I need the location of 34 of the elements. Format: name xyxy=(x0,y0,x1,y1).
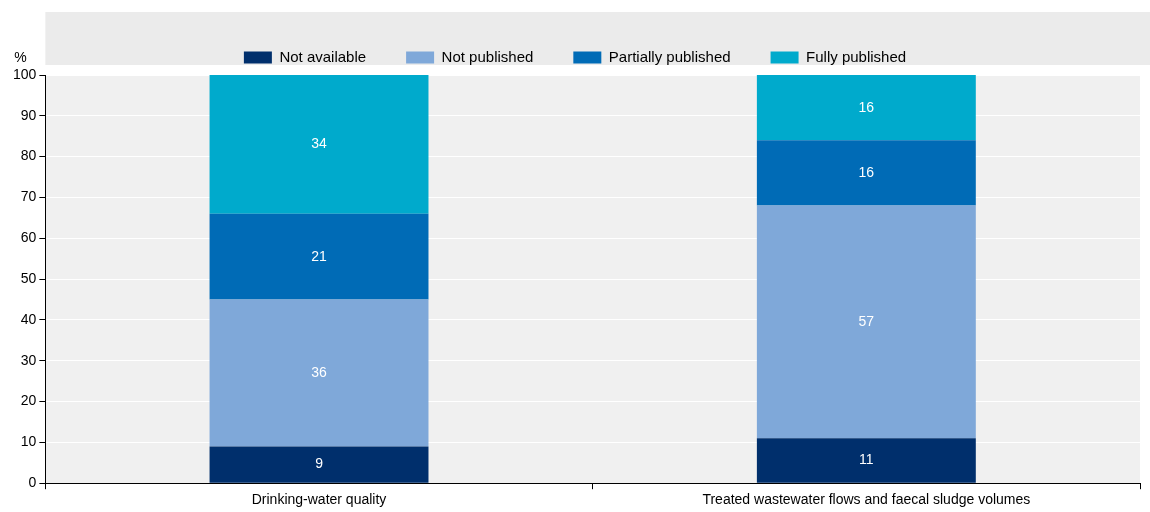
y-tick-label: 70 xyxy=(20,188,37,205)
data-label: 36 xyxy=(311,363,328,380)
y-tick-label: 10 xyxy=(20,433,37,450)
bar xyxy=(209,299,429,447)
y-tick-label: 80 xyxy=(20,147,37,164)
data-label: 21 xyxy=(311,247,328,264)
x-tick-label: Treated wastewater flows and faecal sludge volumes xyxy=(702,491,1031,508)
bar xyxy=(756,140,976,206)
data-label: 11 xyxy=(859,451,874,468)
bar xyxy=(756,438,976,483)
y-tick-label: 60 xyxy=(20,229,37,246)
bar xyxy=(209,213,429,300)
data-label: 34 xyxy=(311,135,328,152)
data-label: 57 xyxy=(858,312,875,329)
y-tick-label: 90 xyxy=(20,106,37,123)
y-tick-label: 50 xyxy=(20,269,37,286)
legend-label: Partially published xyxy=(608,47,731,65)
data-label: 9 xyxy=(315,455,324,472)
bar xyxy=(209,75,429,214)
bar xyxy=(209,446,429,483)
y-tick-label: 30 xyxy=(20,351,37,368)
y-tick-label: 40 xyxy=(20,310,37,327)
bar xyxy=(756,75,976,141)
y-tick-label: 0 xyxy=(28,474,37,491)
data-label: 16 xyxy=(858,163,875,180)
legend-label: Fully published xyxy=(806,47,907,65)
y-tick-label: 20 xyxy=(20,392,37,409)
legend-label: Not published xyxy=(441,47,534,65)
legend-label: Not available xyxy=(279,47,367,65)
y-axis-title: % xyxy=(14,48,27,65)
bar xyxy=(756,205,976,439)
x-tick-label: Drinking-water quality xyxy=(251,491,387,508)
y-tick-label: 100 xyxy=(13,65,37,82)
data-label: 16 xyxy=(858,98,875,115)
